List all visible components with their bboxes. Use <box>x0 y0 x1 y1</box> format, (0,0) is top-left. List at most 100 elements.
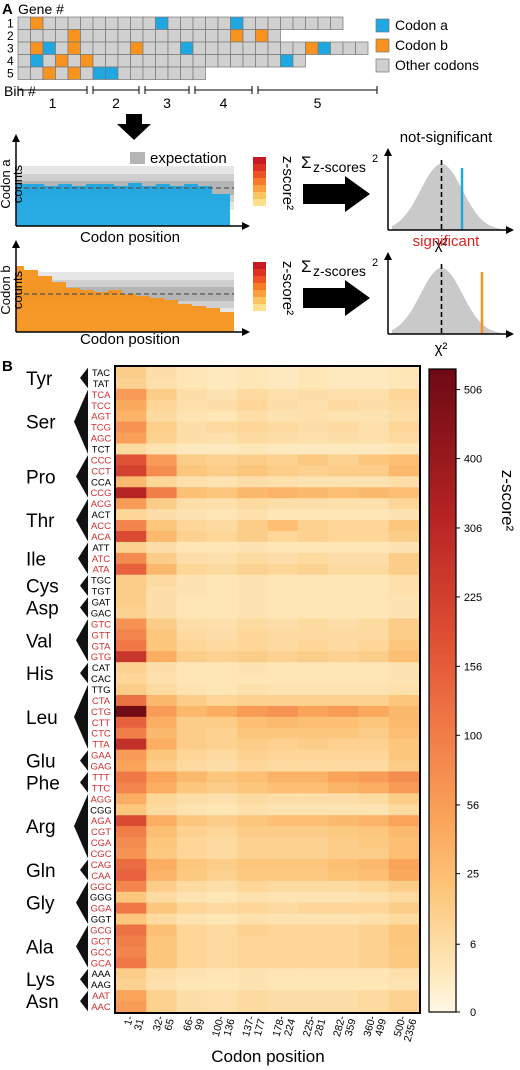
heatmap-cell <box>237 410 268 423</box>
heatmap-cell <box>237 1001 268 1013</box>
heatmap-cell <box>388 574 420 587</box>
heatmap-cell <box>388 465 420 477</box>
count-bar <box>72 186 86 226</box>
codon-cell <box>17 41 31 55</box>
heatmap-cell <box>388 651 420 663</box>
codon-cell <box>67 66 81 80</box>
colorbar-step <box>429 604 456 611</box>
colorbar-step <box>429 540 456 547</box>
codon-cell <box>280 16 294 30</box>
heatmap-cell <box>297 793 329 805</box>
colorbar-tick-label: 25 <box>467 869 479 881</box>
heatmap-cell <box>297 640 329 652</box>
heatmap-cell <box>116 454 147 466</box>
heatmap-cell <box>297 837 329 849</box>
colorbar-step <box>429 615 456 622</box>
colorbar-step <box>429 417 456 424</box>
heatmap-cell <box>388 640 420 652</box>
heatmap-cell <box>237 684 268 696</box>
heatmap-cell <box>146 520 178 532</box>
heatmap-cell <box>206 498 238 510</box>
codon-label: AGC <box>91 434 112 445</box>
codon-label: TTA <box>92 740 110 751</box>
codon-cell <box>105 29 119 43</box>
heatmap-cell <box>297 826 329 838</box>
colorbar-step <box>429 556 456 563</box>
heatmap-cell <box>237 530 268 543</box>
heatmap-cell <box>358 629 390 641</box>
colorbar-step <box>429 861 456 868</box>
codon-cell <box>255 54 269 68</box>
heatmap-cell <box>116 509 147 521</box>
codon-cell <box>267 54 281 68</box>
heatmap-cell <box>206 410 238 423</box>
colorbar-step <box>429 626 456 633</box>
heatmap-cell <box>297 454 329 466</box>
heatmap-cell <box>297 705 329 718</box>
codon-cell <box>267 16 281 30</box>
heatmap-cell <box>116 640 147 652</box>
heatmap-cell <box>328 607 359 619</box>
heatmap-cell <box>388 596 420 609</box>
mini-colorbar-cell <box>253 178 266 185</box>
amino-acid-label: Ile <box>26 549 46 570</box>
mini-colorbar-cell <box>253 304 266 311</box>
x-tick-label: 282-359 <box>331 1014 359 1041</box>
codon-label: ATA <box>92 565 110 576</box>
count-bar <box>44 186 58 226</box>
codon-cell <box>317 16 331 30</box>
heatmap-cell <box>176 913 208 926</box>
heatmap-cell <box>146 640 178 652</box>
codon-cell <box>267 29 281 43</box>
mini-colorbar-label: z-score² <box>279 156 296 210</box>
count-bar <box>58 184 72 226</box>
heatmap-cell <box>176 902 208 915</box>
heatmap-cell <box>388 924 420 936</box>
heatmap-cell <box>328 760 359 772</box>
heatmap-cell <box>176 629 208 641</box>
heatmap-cell <box>116 924 147 936</box>
heatmap-cell <box>328 377 359 390</box>
heatmap-cell <box>237 782 268 794</box>
significance-label: not-significant <box>400 129 493 146</box>
amino-acid-bracket <box>76 925 88 968</box>
heatmap-cell <box>237 377 268 390</box>
codon-cell <box>80 54 94 68</box>
count-bar <box>128 183 142 226</box>
codon-label: TCA <box>92 390 112 401</box>
heatmap-cell <box>237 815 268 827</box>
heatmap-cell <box>176 388 208 401</box>
heatmap-cell <box>237 869 268 882</box>
heatmap-cell <box>146 869 178 882</box>
colorbar-step <box>429 947 456 954</box>
heatmap-cell <box>297 858 329 871</box>
heatmap-cell <box>267 880 299 893</box>
colorbar-step <box>429 722 456 729</box>
heatmap-cell <box>116 487 147 499</box>
heatmap-cell <box>358 957 390 969</box>
colorbar-step <box>429 695 456 702</box>
heatmap-cell <box>237 837 268 849</box>
heatmap-cell <box>328 443 359 455</box>
heatmap-cell <box>176 651 208 663</box>
colorbar-step <box>429 904 456 911</box>
heatmap-cell <box>388 946 420 958</box>
heatmap-cell <box>358 815 390 827</box>
heatmap-cell <box>328 815 359 827</box>
x-tick-label: 178-224 <box>271 1014 299 1041</box>
heatmap-cell <box>237 563 268 576</box>
mini-colorbar-cell <box>253 276 266 283</box>
heatmap-cell <box>146 957 178 969</box>
colorbar-tick-label: 6 <box>470 939 476 951</box>
colorbar-step <box>429 620 456 627</box>
heatmap-cell <box>116 694 147 707</box>
count-bar <box>86 184 100 226</box>
heatmap-cell <box>388 913 420 926</box>
heatmap-cell <box>176 563 208 576</box>
bin-number: 3 <box>163 95 171 111</box>
heatmap-cell <box>388 454 420 466</box>
codon-cell <box>205 16 219 30</box>
x-tick-label: 66-99 <box>181 1014 207 1035</box>
codon-label: CCT <box>91 466 111 477</box>
amino-acid-label: Cys <box>26 577 59 598</box>
